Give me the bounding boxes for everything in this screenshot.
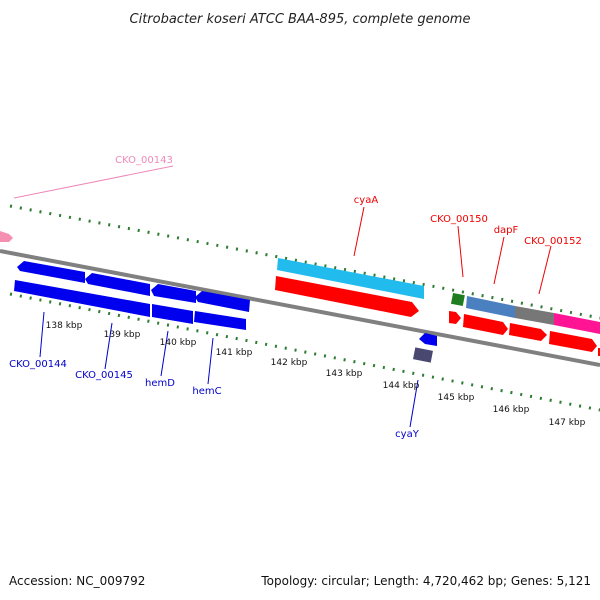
tick-147: 147 kbp: [549, 418, 586, 428]
gene-gray[interactable]: [515, 306, 554, 325]
label-CKO_00143: CKO_00143: [115, 155, 173, 166]
gene-hemD-upper[interactable]: [151, 284, 196, 303]
gene-CKO_00143[interactable]: [0, 231, 13, 242]
gene-CKO_00150-green[interactable]: [450, 292, 465, 307]
label-hemD: hemD: [145, 378, 175, 389]
upper-tick-track: [9, 204, 600, 320]
label-dapF: dapF: [494, 225, 519, 236]
gene-hem-upper[interactable]: [85, 273, 150, 296]
label-cyaY: cyaY: [395, 429, 420, 440]
tick-145: 145 kbp: [438, 393, 475, 403]
scale-tick-labels: 138 kbp 139 kbp 140 kbp 141 kbp 142 kbp …: [46, 321, 586, 428]
tick-144: 144 kbp: [383, 381, 420, 391]
tick-140: 140 kbp: [160, 338, 197, 348]
tick-138: 138 kbp: [46, 321, 83, 331]
gene-dapF-steel[interactable]: [466, 296, 515, 318]
accession-text: Accession: NC_009792: [9, 574, 145, 588]
lower-tick-track: [9, 292, 600, 412]
label-CKO_00150: CKO_00150: [430, 214, 488, 225]
genome-summary-text: Topology: circular; Length: 4,720,462 bp…: [260, 574, 591, 588]
tick-141: 141 kbp: [216, 348, 253, 358]
gene-red-c[interactable]: [509, 323, 547, 341]
gene-hemD[interactable]: [194, 311, 246, 330]
gene-red-b[interactable]: [463, 314, 508, 335]
tick-146: 146 kbp: [493, 405, 530, 415]
label-CKO_00145: CKO_00145: [75, 370, 133, 381]
tick-143: 143 kbp: [326, 369, 363, 379]
gene-cyaY-blue[interactable]: [419, 333, 437, 346]
gene-red-d[interactable]: [549, 331, 597, 352]
callout-lines: [13, 165, 552, 428]
gene-CKO_00145[interactable]: [152, 304, 193, 324]
gene-CKO_00152-pink[interactable]: [554, 313, 600, 334]
map-title: Citrobacter koseri ATCC BAA-895, complet…: [130, 12, 471, 27]
label-cyaA: cyaA: [354, 195, 379, 206]
label-hemC: hemC: [192, 386, 221, 397]
gene-red-small-a[interactable]: [449, 311, 461, 324]
gene-CKO_00144[interactable]: [14, 280, 150, 317]
tick-139: 139 kbp: [104, 330, 141, 340]
gene-hemC-upper[interactable]: [195, 291, 250, 312]
label-CKO_00152: CKO_00152: [524, 236, 582, 247]
label-CKO_00144: CKO_00144: [9, 359, 67, 370]
gene-cyaY[interactable]: [413, 347, 433, 363]
gene-cyaA[interactable]: [275, 276, 419, 317]
genome-backbone: [0, 249, 600, 367]
tick-142: 142 kbp: [271, 358, 308, 368]
gene-CKO_00144-upper[interactable]: [17, 261, 85, 283]
gene-cyaA-cyan[interactable]: [277, 258, 424, 299]
